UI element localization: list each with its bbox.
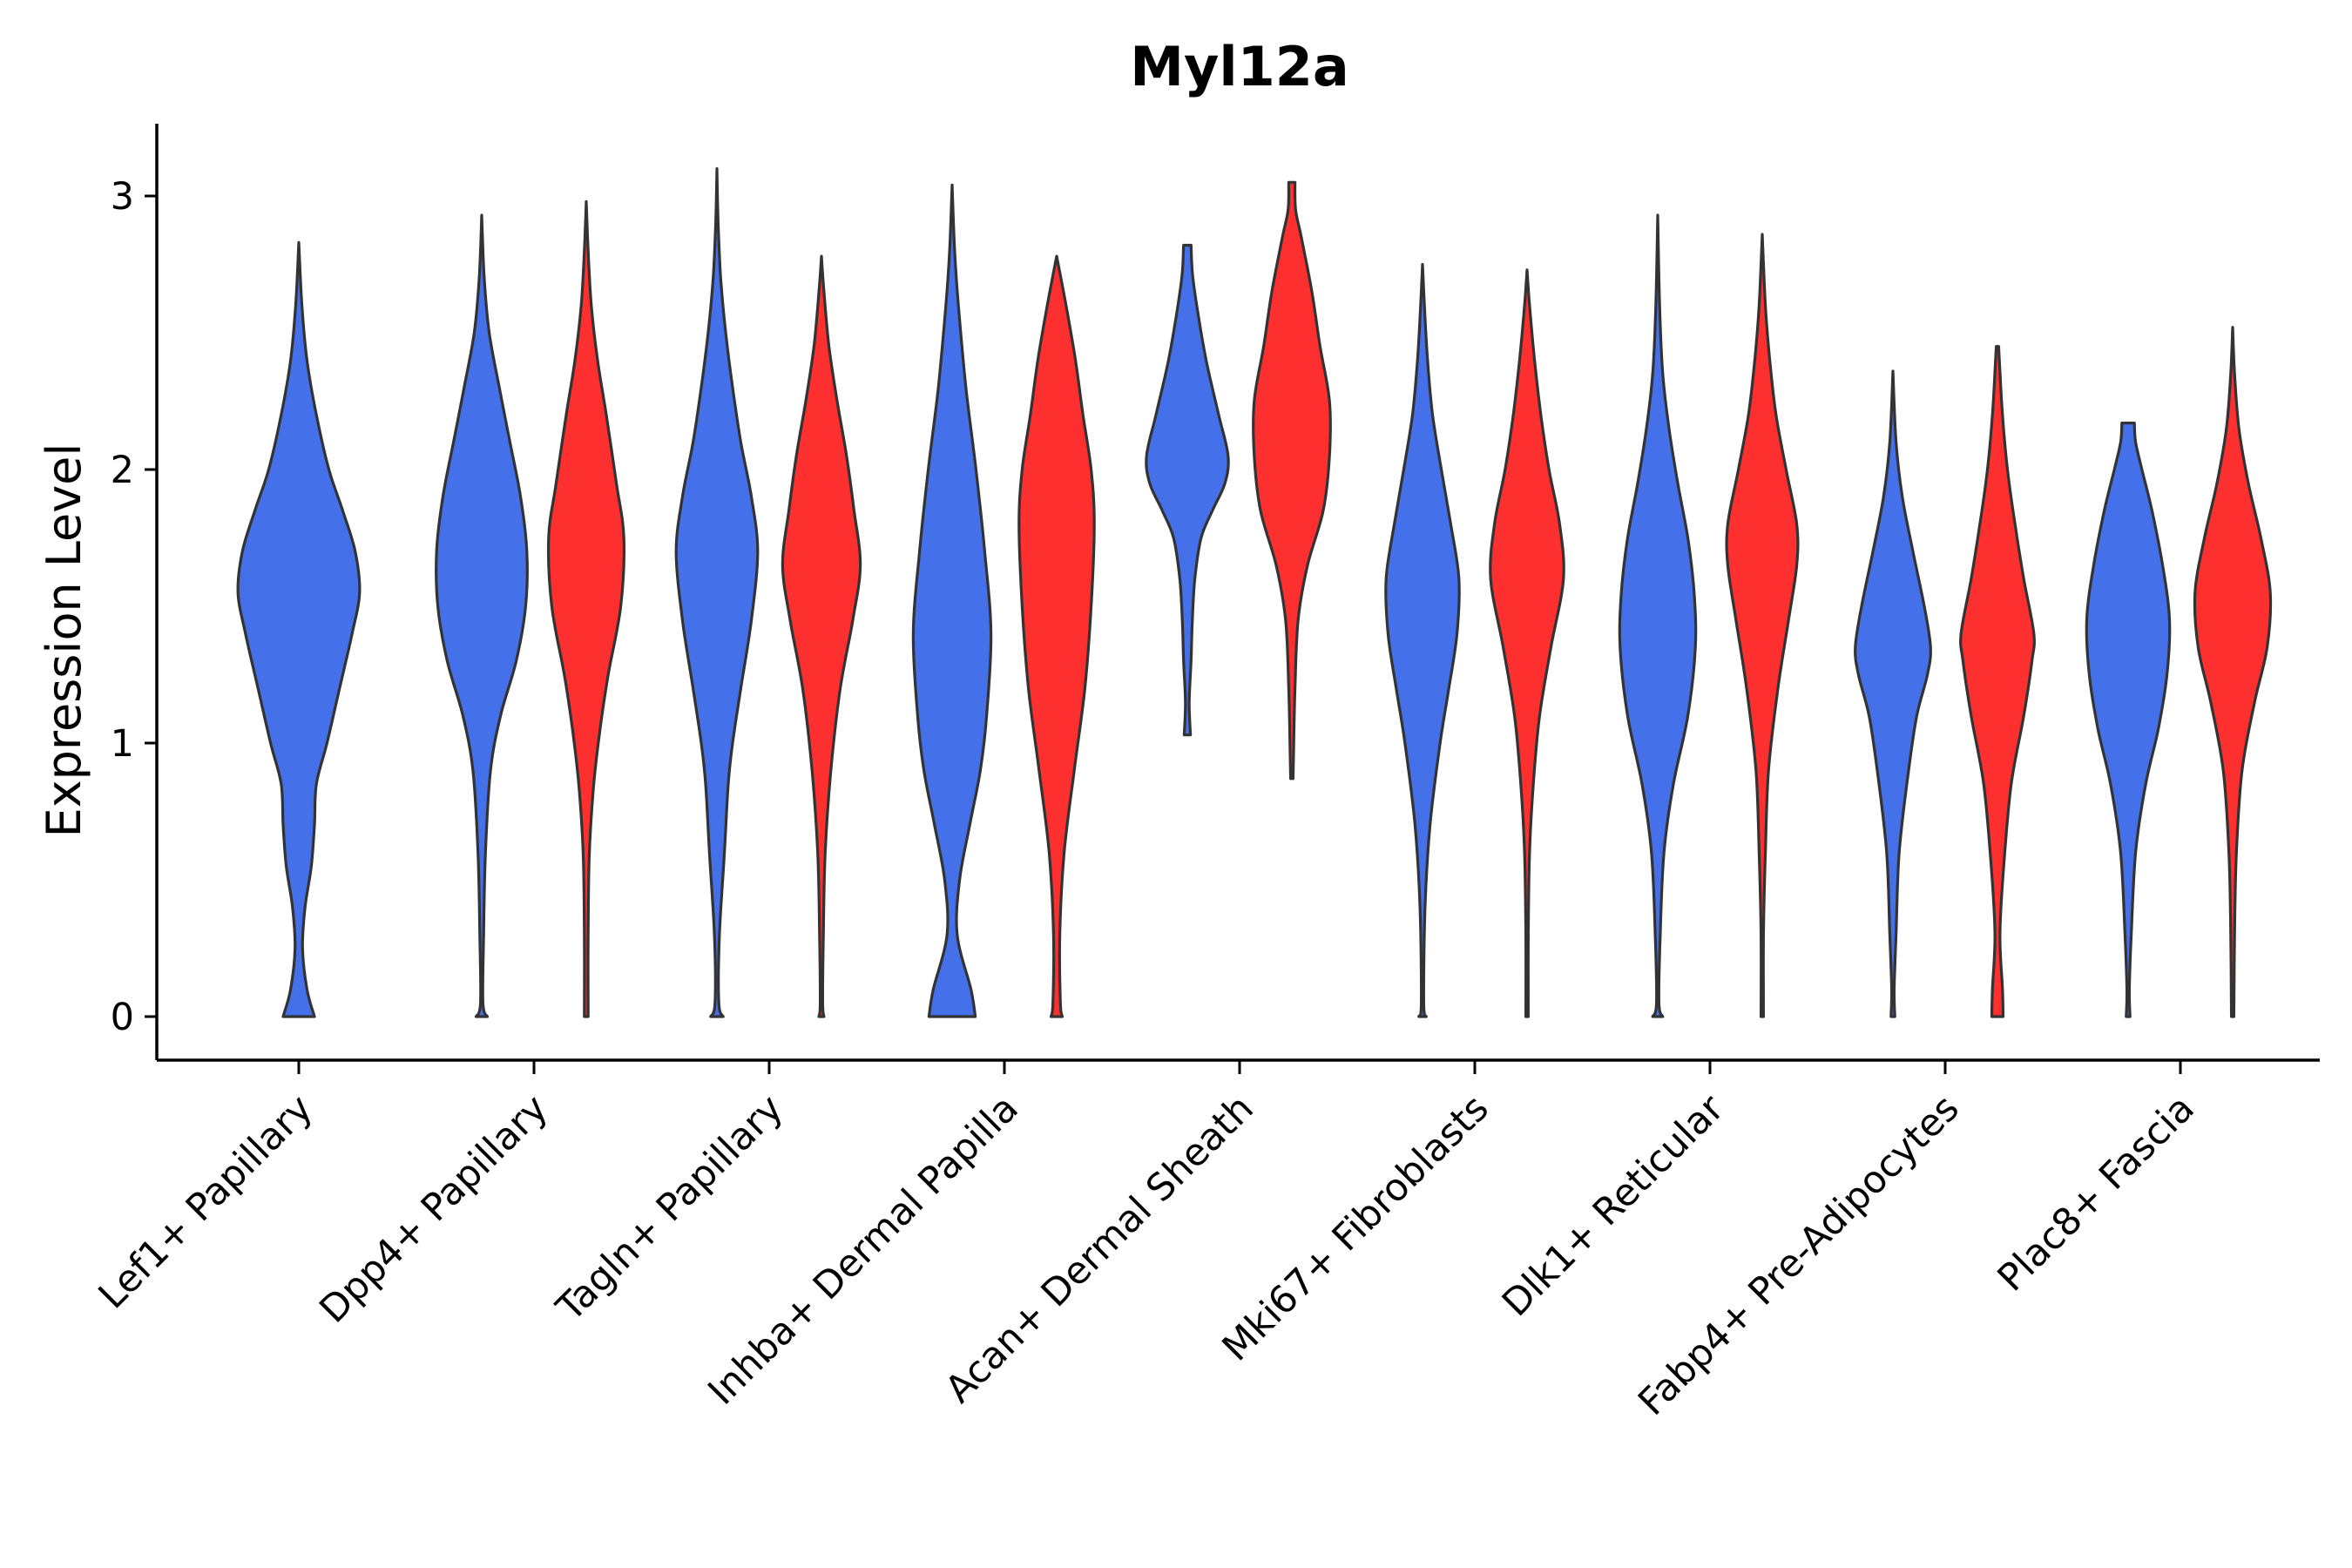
violin-group-1-cat-8 <box>2085 422 2172 1018</box>
x-tick-label: Mki67+ Fibroblasts <box>1214 1086 1497 1369</box>
violin-group-1-cat-1 <box>435 213 529 1018</box>
y-tick-label: 2 <box>111 449 134 492</box>
violin-group-1-cat-2 <box>674 167 760 1018</box>
x-tick-label: Tagln+ Papillary <box>548 1086 792 1330</box>
violins-layer <box>236 167 2273 1018</box>
violin-group-1-cat-3 <box>911 183 993 1018</box>
violin-group-2-cat-6 <box>1725 233 1800 1018</box>
violin-group-1-cat-5 <box>1384 262 1461 1018</box>
y-ticks: 0 1 2 3 <box>111 175 157 1039</box>
y-axis-label: Expression Level <box>37 443 91 838</box>
x-tick-label: Lef1+ Papillary <box>91 1086 321 1317</box>
violin-group-1-cat-6 <box>1618 213 1698 1018</box>
y-tick-label: 0 <box>111 996 134 1039</box>
violin-group-2-cat-7 <box>1959 345 2036 1018</box>
x-tick-label: Dlk1+ Reticular <box>1494 1086 1733 1325</box>
x-tick-label: Dpp4+ Papillary <box>312 1086 557 1331</box>
violin-group-2-cat-8 <box>2193 326 2273 1018</box>
violin-group-2-cat-1 <box>546 199 626 1018</box>
violin-group-2-cat-3 <box>1017 254 1096 1018</box>
violin-group-2-cat-5 <box>1489 268 1565 1018</box>
x-tick-label: Plac8+ Fascia <box>1990 1086 2203 1300</box>
chart-title: Myl12a <box>1130 35 1348 98</box>
violin-group-2-cat-4 <box>1252 180 1332 781</box>
violin-group-1-cat-7 <box>1854 369 1932 1018</box>
y-tick-label: 3 <box>111 175 134 219</box>
violin-group-2-cat-2 <box>781 254 862 1018</box>
violin-group-1-cat-0 <box>236 240 362 1018</box>
y-tick-label: 1 <box>111 722 134 766</box>
violin-group-1-cat-4 <box>1145 243 1230 737</box>
